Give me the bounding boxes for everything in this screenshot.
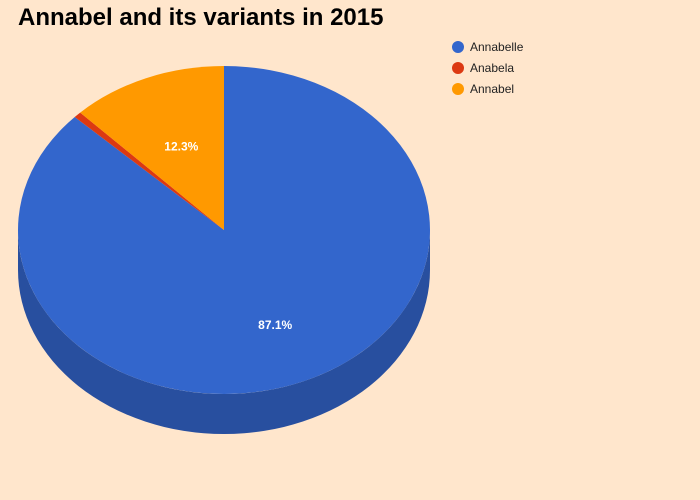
legend-label-annabelle: Annabelle	[470, 39, 524, 54]
legend-item-annabel[interactable]: Annabel	[452, 78, 523, 99]
pie-slice-anabela[interactable]	[74, 112, 224, 230]
legend-swatch-anabela	[452, 61, 464, 74]
pie-label-annabel: 12.3%	[164, 139, 198, 153]
pie-sides	[18, 230, 430, 434]
pie-slices	[17, 66, 430, 394]
pie-slice-annabelle[interactable]	[17, 66, 430, 394]
legend: Annabelle Anabela Annabel	[452, 36, 523, 99]
legend-item-annabelle[interactable]: Annabelle	[452, 36, 523, 57]
pie-labels: 87.1% 12.3%	[164, 139, 292, 332]
pie-slice-annabel[interactable]	[80, 66, 225, 230]
pie-label-annabelle: 87.1%	[258, 318, 292, 332]
legend-swatch-annabelle	[452, 40, 464, 53]
legend-label-anabela: Anabela	[470, 60, 515, 75]
pie-side-annabelle	[18, 230, 430, 434]
legend-swatch-annabel	[452, 82, 464, 95]
legend-label-annabel: Annabel	[470, 81, 515, 96]
legend-item-anabela[interactable]: Anabela	[452, 57, 523, 78]
chart-title: Annabel and its variants in 2015	[18, 4, 384, 31]
